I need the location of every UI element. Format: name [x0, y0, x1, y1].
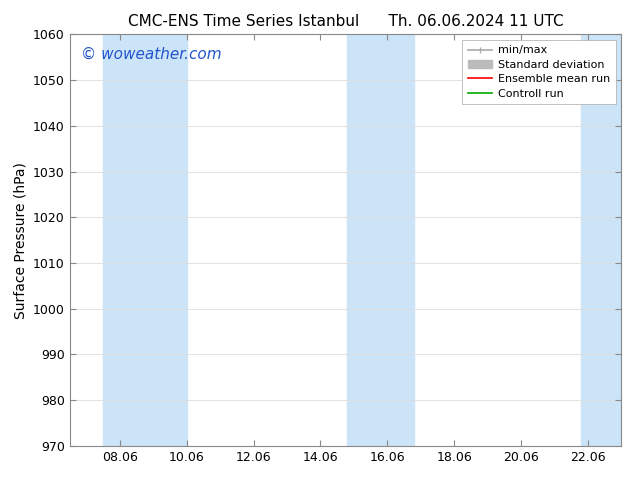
Bar: [347, 34, 414, 446]
Text: © woweather.com: © woweather.com: [81, 47, 221, 62]
Title: CMC-ENS Time Series Istanbul      Th. 06.06.2024 11 UTC: CMC-ENS Time Series Istanbul Th. 06.06.2…: [127, 14, 564, 29]
Bar: [103, 34, 187, 446]
Bar: [581, 34, 621, 446]
Legend: min/max, Standard deviation, Ensemble mean run, Controll run: min/max, Standard deviation, Ensemble me…: [462, 40, 616, 104]
Y-axis label: Surface Pressure (hPa): Surface Pressure (hPa): [13, 162, 27, 318]
